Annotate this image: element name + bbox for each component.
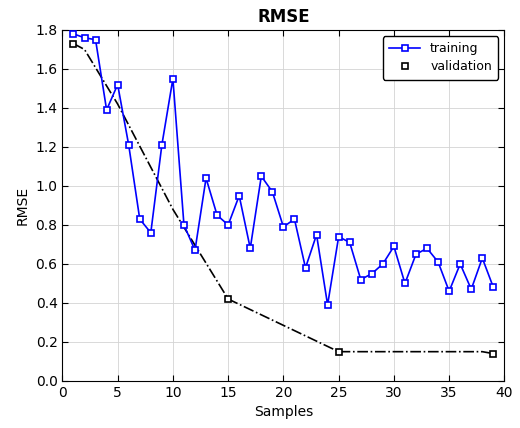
training xyxy=(258,174,265,179)
training xyxy=(203,175,209,181)
training xyxy=(148,230,154,235)
training xyxy=(103,107,110,113)
training xyxy=(114,82,121,87)
training xyxy=(159,143,165,148)
training xyxy=(181,223,187,228)
training xyxy=(369,271,375,276)
training xyxy=(424,246,430,251)
training xyxy=(70,31,76,36)
Line: validation: validation xyxy=(70,40,497,357)
validation xyxy=(335,349,342,354)
training xyxy=(280,224,287,229)
training xyxy=(380,262,386,267)
training xyxy=(170,76,176,81)
training xyxy=(236,193,242,198)
Legend: training, validation: training, validation xyxy=(383,36,498,80)
training xyxy=(391,244,397,249)
training xyxy=(214,213,220,218)
validation xyxy=(225,297,231,302)
training xyxy=(93,37,99,42)
X-axis label: Samples: Samples xyxy=(254,405,313,419)
training xyxy=(346,240,353,245)
training xyxy=(446,288,452,294)
training xyxy=(435,259,441,265)
training xyxy=(358,277,364,282)
validation xyxy=(70,41,76,46)
Title: RMSE: RMSE xyxy=(257,8,310,26)
training xyxy=(324,302,331,307)
training xyxy=(192,248,198,253)
Line: training: training xyxy=(70,30,497,308)
training xyxy=(137,217,143,222)
training xyxy=(81,35,87,40)
training xyxy=(291,217,297,222)
training xyxy=(479,256,486,261)
training xyxy=(269,189,276,194)
training xyxy=(126,143,132,148)
training xyxy=(402,281,408,286)
training xyxy=(314,232,320,237)
training xyxy=(468,287,474,292)
training xyxy=(247,246,253,251)
training xyxy=(413,252,419,257)
training xyxy=(335,234,342,239)
Y-axis label: RMSE: RMSE xyxy=(16,186,30,225)
training xyxy=(225,223,231,228)
training xyxy=(303,265,309,270)
validation xyxy=(490,351,497,356)
training xyxy=(490,285,497,290)
training xyxy=(457,262,463,267)
